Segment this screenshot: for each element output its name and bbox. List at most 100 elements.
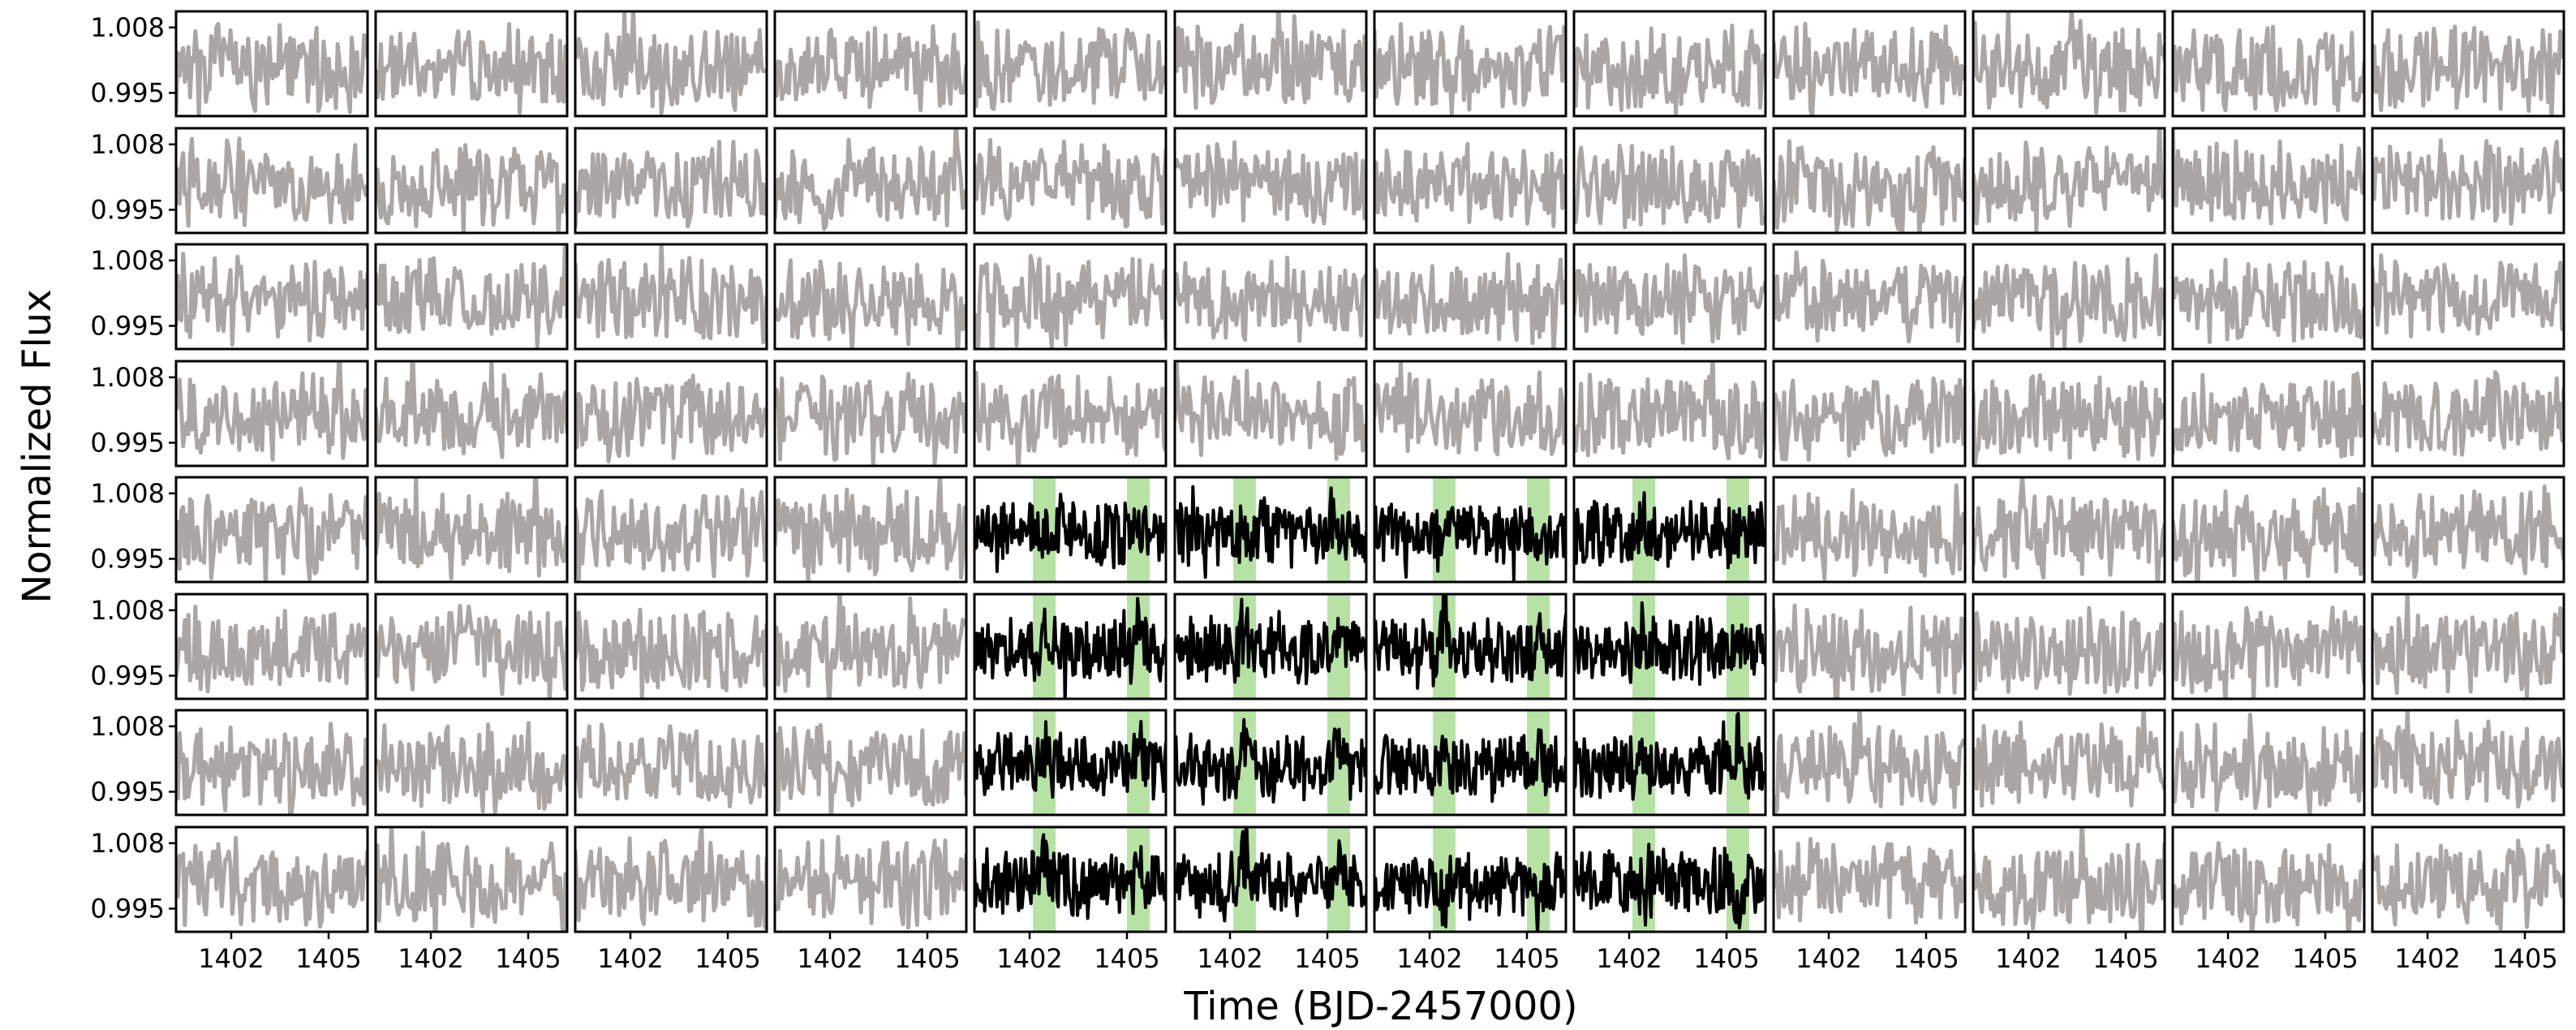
panel-r8-c2	[374, 825, 569, 933]
panel-r5-c4	[773, 476, 968, 584]
light-curve-r6-c3	[575, 607, 767, 699]
light-curve-r5-c7	[1374, 502, 1566, 582]
light-curve-r8-c12	[2372, 838, 2564, 931]
light-curve-r1-c5	[974, 20, 1166, 111]
light-curve-r7-c3	[575, 722, 767, 808]
x-tick-label-col-12-1: 1402	[2394, 943, 2460, 974]
light-curve-r2-c10	[1973, 128, 2165, 233]
light-curve-r4-c11	[2173, 371, 2364, 459]
x-tick-label-col-1-1: 1402	[198, 943, 264, 974]
y-tick-label-row-1-1: 0.995	[90, 77, 165, 108]
panel-r3-c3	[574, 243, 768, 351]
y-tick-label-row-7-1: 0.995	[90, 776, 165, 807]
light-curve-r6-c12	[2372, 594, 2564, 699]
light-curve-r7-c10	[1973, 710, 2165, 808]
light-curve-r4-c7	[1374, 361, 1566, 457]
light-curve-r6-c7	[1374, 594, 1566, 690]
light-curve-r4-c10	[1973, 373, 2165, 466]
light-curve-r2-c1	[176, 136, 368, 228]
y-tick-label-row-2-2: 1.008	[90, 129, 165, 160]
light-curve-r4-c3	[575, 373, 767, 464]
panel-r3-c9	[1772, 243, 1967, 351]
x-tick-label-col-2-2: 1405	[495, 943, 561, 974]
light-curve-r5-c1	[176, 486, 368, 582]
x-tick-label-col-12-2: 1405	[2492, 943, 2557, 974]
y-axis-label: Normalized Flux	[15, 289, 60, 603]
panel-r4-c12	[2371, 360, 2565, 468]
light-curve-r4-c4	[775, 372, 966, 466]
light-curve-r8-c10	[1973, 827, 2165, 932]
panel-r1-c1	[174, 10, 369, 118]
panel-r7-c11	[2171, 709, 2366, 817]
light-curve-r5-c9	[1774, 483, 1965, 581]
x-tick-label-col-4-1: 1402	[797, 943, 862, 974]
panel-r1-c6	[1173, 10, 1368, 118]
x-tick-label-col-3-2: 1405	[695, 943, 760, 974]
light-curve-r2-c6	[1175, 140, 1366, 226]
panel-r7-c7	[1373, 709, 1568, 817]
panel-r3-c8	[1572, 243, 1767, 351]
panel-r3-c2	[374, 243, 569, 351]
light-curve-r8-c9	[1774, 837, 1965, 925]
light-curve-r5-c2	[376, 477, 567, 581]
light-curve-r7-c7	[1374, 728, 1566, 804]
panel-r3-c12	[2371, 243, 2565, 351]
panel-r5-c6	[1173, 476, 1368, 584]
panel-r5-c7	[1373, 476, 1568, 584]
x-tick-label-col-5-2: 1405	[1094, 943, 1159, 974]
light-curve-r8-c8	[1574, 843, 1765, 930]
panel-r3-c1	[174, 243, 369, 351]
panel-r5-c2	[374, 476, 569, 584]
panel-r8-c9	[1772, 825, 1967, 933]
panel-r7-c5	[973, 709, 1168, 817]
y-tick-label-row-7-2: 1.008	[90, 711, 165, 742]
panel-r8-c12	[2371, 825, 2565, 933]
panel-r5-c11	[2171, 476, 2366, 584]
panel-r2-c9	[1772, 127, 1967, 235]
light-curve-r7-c2	[376, 721, 567, 815]
light-curve-r2-c7	[1374, 141, 1566, 229]
panel-r2-c8	[1572, 127, 1767, 235]
y-tick-label-row-4-2: 1.008	[90, 362, 165, 393]
panel-r8-c5	[973, 825, 1168, 933]
panel-r1-c4	[773, 10, 968, 118]
light-curve-r1-c10	[1973, 11, 2165, 115]
y-tick-label-row-1-2: 1.008	[90, 12, 165, 43]
light-curve-r8-c3	[575, 827, 767, 930]
light-curve-r4-c5	[974, 370, 1166, 466]
light-curve-r5-c4	[775, 477, 966, 582]
panel-r7-c3	[574, 709, 768, 817]
panel-r8-c10	[1972, 825, 2166, 933]
panel-r1-c7	[1373, 10, 1568, 118]
light-curve-r5-c8	[1574, 491, 1765, 570]
panel-r6-c9	[1772, 593, 1967, 700]
panel-r7-c9	[1772, 709, 1967, 817]
light-curve-r6-c1	[176, 604, 368, 699]
panel-r3-c6	[1173, 243, 1368, 351]
panel-r7-c6	[1173, 709, 1368, 817]
panel-r3-c5	[973, 243, 1168, 351]
x-tick-label-col-11-2: 1405	[2292, 943, 2358, 974]
x-tick-label-col-11-1: 1402	[2195, 943, 2260, 974]
light-curve-r8-c6	[1175, 827, 1366, 923]
panel-r5-c12	[2371, 476, 2565, 584]
light-curve-r8-c11	[2173, 841, 2364, 932]
panel-r2-c4	[773, 127, 968, 235]
panel-r4-c6	[1173, 360, 1368, 468]
light-curve-r8-c4	[775, 834, 966, 930]
light-curve-r1-c8	[1574, 24, 1765, 115]
panel-r8-c8	[1572, 825, 1767, 933]
panel-r2-c5	[973, 127, 1168, 235]
light-curve-r6-c8	[1574, 601, 1765, 686]
x-tick-label-col-9-1: 1402	[1795, 943, 1861, 974]
panel-r4-c2	[374, 360, 569, 468]
panel-r1-c8	[1572, 10, 1767, 118]
panel-r2-c3	[574, 127, 768, 235]
panel-r1-c2	[374, 10, 569, 118]
panel-r7-c4	[773, 709, 968, 817]
panel-r6-c3	[574, 593, 768, 700]
light-curve-r3-c4	[775, 258, 966, 349]
light-curve-r3-c2	[376, 244, 567, 348]
light-curve-r3-c12	[2372, 253, 2564, 339]
light-curve-r3-c6	[1175, 255, 1366, 343]
